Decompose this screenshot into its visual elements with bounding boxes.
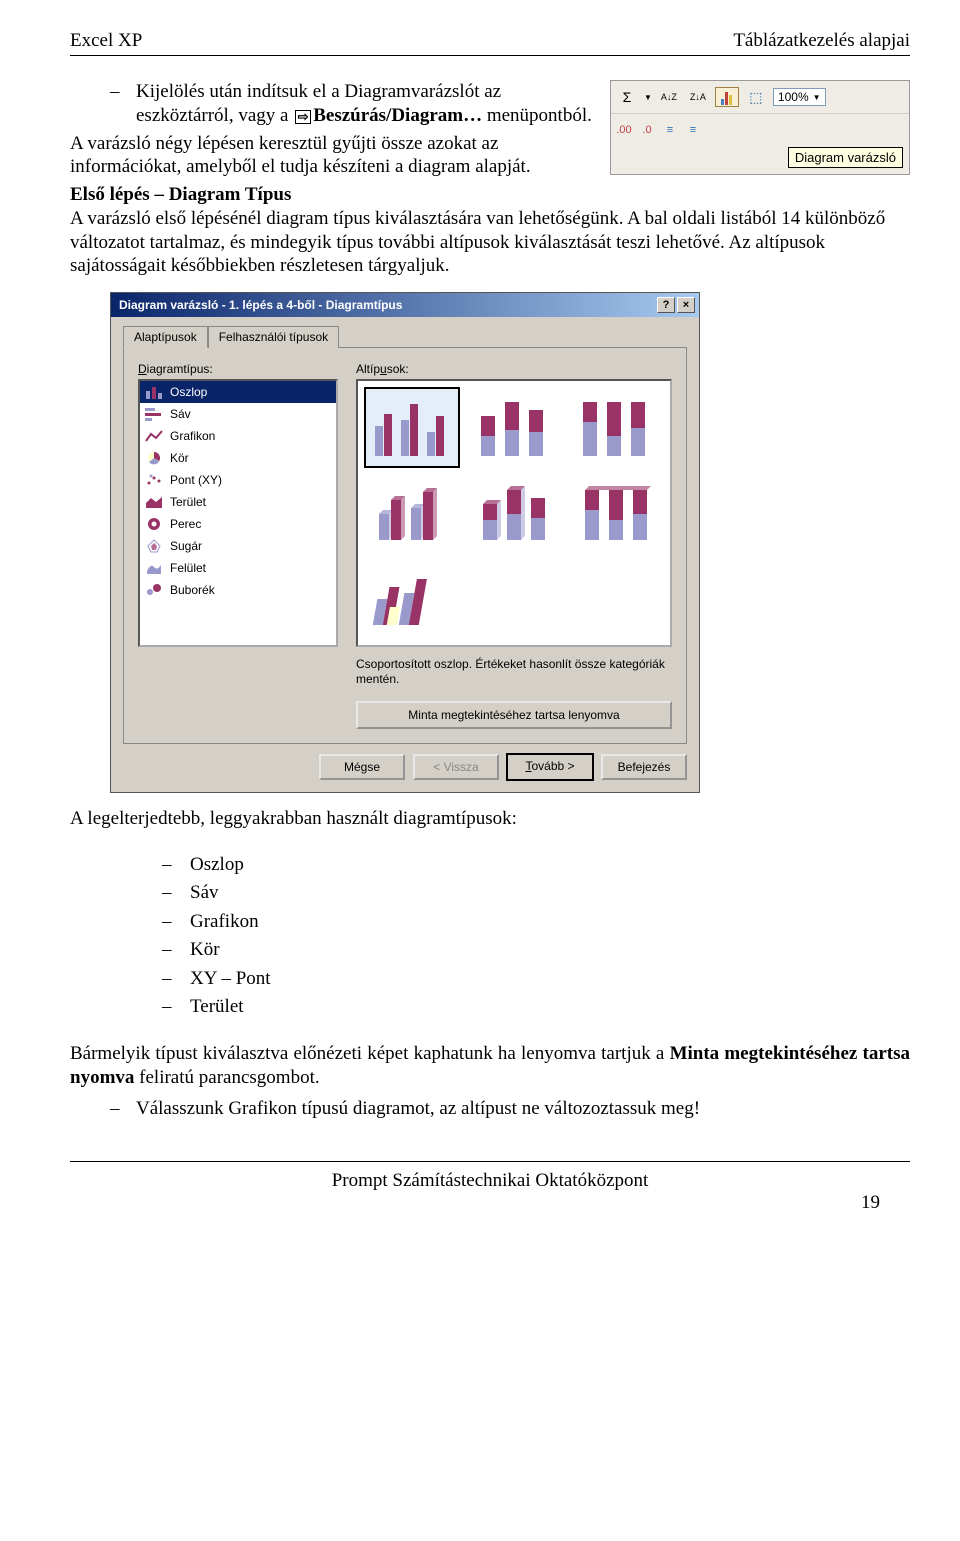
chart-type-item-label: Felület: [170, 559, 206, 577]
chart-type-item[interactable]: Kör: [140, 447, 336, 469]
chart-subtype-cell[interactable]: [466, 474, 562, 553]
dialog-help-icon[interactable]: ?: [657, 297, 675, 313]
pie-icon: [144, 450, 164, 466]
list-item: Oszlop: [190, 851, 910, 880]
chart-type-item-label: Perec: [170, 515, 201, 533]
chart-type-item[interactable]: Pont (XY): [140, 469, 336, 491]
excel-toolbar: Σ ▼ A↓Z Z↓A ⬚ 100%▼ .00 .0 ≡ ≡: [610, 80, 910, 175]
tab-custom-types[interactable]: Felhasználói típusok: [208, 326, 339, 348]
chart-type-item-label: Sáv: [170, 405, 191, 423]
donut-icon: [144, 516, 164, 532]
radar-icon: [144, 538, 164, 554]
chart-subtype-cell[interactable]: [568, 474, 664, 553]
area-icon: [144, 494, 164, 510]
bubble-icon: [144, 582, 164, 598]
dialog-titlebar: Diagram varázsló - 1. lépés a 4-ből - Di…: [111, 293, 699, 317]
chart-type-list[interactable]: Oszlop Sáv Grafikon Kör Pont (XY) Terület Pere…: [138, 379, 338, 647]
chart-subtype-cell[interactable]: [466, 387, 562, 468]
chart-type-item-label: Oszlop: [170, 383, 207, 401]
indent-less-icon[interactable]: ≡: [661, 122, 679, 138]
list-item: Sáv: [190, 879, 910, 908]
sort-desc-icon[interactable]: Z↓A: [686, 87, 710, 107]
tooltip-label: Diagram varázsló: [788, 147, 903, 168]
chart-subtype-cell: [568, 560, 664, 639]
preview-button[interactable]: Minta megtekintéséhez tartsa lenyomva: [356, 701, 672, 729]
cancel-button[interactable]: Mégse: [319, 754, 405, 780]
chart-type-item[interactable]: Sáv: [140, 403, 336, 425]
chart-type-label: Diagramtípus:: [138, 362, 338, 376]
back-button: < Vissza: [413, 754, 499, 780]
chart-type-item-label: Pont (XY): [170, 471, 222, 489]
header-rule: [70, 55, 910, 56]
menu-arrow-icon: ⇨: [295, 110, 311, 124]
header-left: Excel XP: [70, 30, 142, 52]
after-bullet: Válasszunk Grafikon típusú diagramot, az…: [70, 1097, 910, 1121]
dialog-close-icon[interactable]: ×: [677, 297, 695, 313]
subtype-description: Csoportosított oszlop. Értékeket hasonlí…: [356, 657, 672, 691]
step-body: A varázsló első lépésénél diagram típus …: [70, 208, 885, 277]
step-title: Első lépés – Diagram Típus: [70, 184, 291, 205]
chart-subtype-cell[interactable]: [364, 474, 460, 553]
line-icon: [144, 428, 164, 444]
bars-h-icon: [144, 406, 164, 422]
list-item: Grafikon: [190, 908, 910, 937]
map-icon[interactable]: ⬚: [744, 87, 768, 107]
chart-subtype-cell: [466, 560, 562, 639]
chart-type-item[interactable]: Oszlop: [140, 381, 336, 403]
zoom-select[interactable]: 100%▼: [773, 88, 826, 106]
bars-v-icon: [144, 384, 164, 400]
chart-type-item[interactable]: Felület: [140, 557, 336, 579]
chart-type-item[interactable]: Perec: [140, 513, 336, 535]
intro-bullet-text-b: Beszúrás/Diagram…: [313, 105, 482, 126]
indent-more-icon[interactable]: ≡: [684, 122, 702, 138]
chart-subtype-grid[interactable]: [356, 379, 672, 647]
surface-icon: [144, 560, 164, 576]
after-p1: A legelterjedtebb, leggyakrabban használ…: [70, 807, 910, 831]
list-item: Terület: [190, 993, 910, 1022]
decimals-more-icon[interactable]: .00: [615, 122, 633, 138]
chart-type-item-label: Buborék: [170, 581, 215, 599]
finish-button[interactable]: Befejezés: [601, 754, 687, 780]
next-button[interactable]: Tovább >: [507, 754, 593, 780]
chart-wizard-dialog: Diagram varázsló - 1. lépés a 4-ből - Di…: [110, 292, 700, 793]
sort-asc-icon[interactable]: A↓Z: [657, 87, 681, 107]
chart-type-item-label: Terület: [170, 493, 206, 511]
header-right: Táblázatkezelés alapjai: [733, 30, 910, 52]
page-number: 19: [861, 1192, 880, 1214]
autosum-icon[interactable]: Σ: [615, 87, 639, 107]
chart-type-item[interactable]: Grafikon: [140, 425, 336, 447]
intro-text: Kijelölés után indítsuk el a Diagramvará…: [70, 80, 598, 179]
chart-subtype-cell[interactable]: [364, 387, 460, 468]
chart-subtype-cell[interactable]: [364, 560, 460, 639]
decimals-less-icon[interactable]: .0: [638, 122, 656, 138]
chart-wizard-icon[interactable]: [715, 87, 739, 107]
list-item: XY – Pont: [190, 965, 910, 994]
intro-bullet-text-c: menüpontból.: [482, 105, 592, 126]
chart-type-item[interactable]: Buborék: [140, 579, 336, 601]
zoom-value: 100%: [778, 90, 809, 104]
chart-type-item[interactable]: Sugár: [140, 535, 336, 557]
chart-type-item-label: Sugár: [170, 537, 202, 555]
tab-standard-types[interactable]: Alaptípusok: [123, 326, 208, 348]
dialog-title: Diagram varázsló - 1. lépés a 4-ből - Di…: [119, 298, 402, 312]
chart-subtype-cell[interactable]: [568, 387, 664, 468]
chart-type-item-label: Kör: [170, 449, 189, 467]
chart-types-bullet-list: OszlopSávGrafikonKörXY – PontTerület: [70, 851, 910, 1022]
list-item: Kör: [190, 936, 910, 965]
after-p2: Bármelyik típust kiválasztva előnézeti k…: [70, 1042, 910, 1090]
intro-p2: A varázsló négy lépésen keresztül gyűjti…: [70, 132, 598, 180]
chart-type-item-label: Grafikon: [170, 427, 215, 445]
chart-type-item[interactable]: Terület: [140, 491, 336, 513]
chart-subtype-label: Altípusok:: [356, 362, 672, 376]
footer-center: Prompt Számítástechnikai Oktatóközpont: [332, 1170, 649, 1192]
scatter-icon: [144, 472, 164, 488]
